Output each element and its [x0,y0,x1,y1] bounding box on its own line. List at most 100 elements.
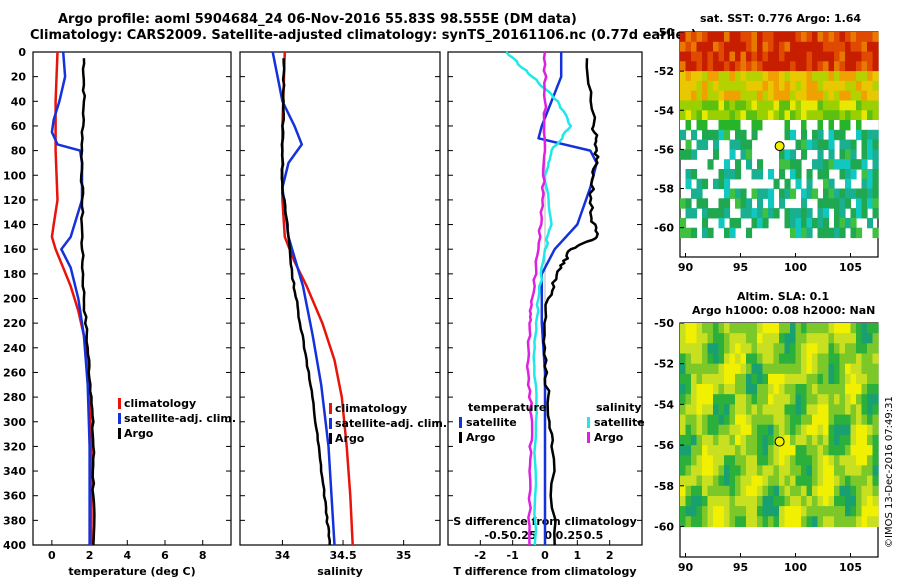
sla-map-cell [861,516,868,528]
tdiff-x-axis-label: T difference from climatology [453,565,636,578]
sst-map-cell [823,32,830,43]
sal-x-tick-label: 35 [396,549,411,562]
sst-map-cell [812,71,819,82]
sst-map-cell [773,41,780,53]
sla-map-cell [691,434,698,446]
sst-map-cell [718,32,725,43]
depth-tick-label: 240 [3,342,26,355]
sst-map-cell [773,110,780,121]
sst-map-cell [850,90,857,102]
sla-map-cell [707,516,714,528]
sst-map-cell [773,51,780,62]
sal-legend-swatch [329,403,332,414]
sst-map-cell [784,120,791,131]
sal-legend-0: climatology [335,402,407,415]
sla-map-cell [812,496,819,507]
sla-map-cell [839,323,846,334]
sst-map-cell [806,100,813,111]
sst-map-cell [801,80,808,92]
sla-map-cell [828,333,835,344]
sla-map-cell [768,353,775,365]
sst-map-cell [784,208,791,219]
sst-map-cell [806,217,813,229]
sst-map-cell [746,32,753,43]
sla-map-cell [735,455,742,467]
sal-x-tick-label: 34 [275,549,291,562]
sla-map-cell [746,516,753,528]
sla-map-cell [856,445,863,456]
sla-map-cell [834,323,841,334]
sla-map-cell [861,475,868,487]
sla-map-cell [839,394,846,405]
sst-map-cell [691,41,698,53]
sla-map-cell [740,333,747,344]
sla-map-cell [784,384,791,395]
sla-map-cell [680,373,687,385]
sla-map-cell [696,343,703,355]
sla-map-cell [702,404,709,416]
sst-map-cell [685,41,692,53]
sst-map-cell [735,120,742,131]
sla-map-cell [740,394,747,405]
sst-map-cell [872,159,879,170]
sst-map-cell [724,32,731,43]
sla-map-cell [773,465,780,477]
sla-map-cell [801,455,808,467]
sst-map-cell [801,139,808,150]
sla-map-cell [718,485,725,497]
sst-map-cell [861,41,868,53]
sst-map-cell [867,80,874,92]
sla-map-cell [713,485,720,497]
sst-map-cell [702,100,709,111]
sla-map-cell [696,516,703,528]
sst-map-cell [779,90,786,102]
sst-map-cell [713,32,720,43]
sla-map-cell [762,323,769,334]
sla-map-cell [768,343,775,355]
sla-map-cell [872,516,879,528]
sla-map-cell [856,384,863,395]
sla-map-cell [696,475,703,487]
sla-map-cell [724,353,731,365]
sst-map-cell [812,129,819,141]
sst-map-cell [707,100,714,111]
sla-map-cell [801,343,808,355]
sla-map-cell [856,353,863,365]
sla-map-cell [729,434,736,446]
sla-map-cell [685,455,692,467]
sla-map-cell [685,414,692,426]
sst-map-cell [768,188,775,199]
sla-map-cell [845,394,852,405]
sla-map-cell [784,333,791,344]
sla-map-cell [757,384,764,395]
sla-map-cell [861,404,868,416]
sla-map-cell [746,333,753,344]
sla-map-cell [839,404,846,416]
sla-map-cell [680,353,687,365]
depth-tick-label: 180 [3,268,26,281]
sla-map-cell [691,363,698,375]
sla-map-cell [724,424,731,436]
sla-map-cell [713,333,720,344]
sla-map-cell [729,496,736,507]
sst-map-cell [685,51,692,62]
sla-lon-tick-label: 100 [784,561,807,574]
sst-lon-tick-label: 105 [839,261,862,274]
sst-map-cell [751,100,758,111]
sla-map-cell [872,363,879,375]
sst-map-cell [817,41,824,53]
sst-map-cell [867,217,874,229]
sla-map-cell [856,404,863,416]
sla-map-cell [784,424,791,436]
sla-map-cell [784,496,791,507]
sla-map-cell [845,516,852,528]
sst-map-cell [806,51,813,62]
sst-map-cell [817,169,824,180]
sla-map-cell [724,384,731,395]
sla-map-cell [691,414,698,426]
sst-map-cell [773,32,780,43]
sla-map-cell [867,465,874,477]
sla-map-cell [784,455,791,467]
sst-map-cell [746,139,753,150]
sst-map-cell [872,208,879,219]
